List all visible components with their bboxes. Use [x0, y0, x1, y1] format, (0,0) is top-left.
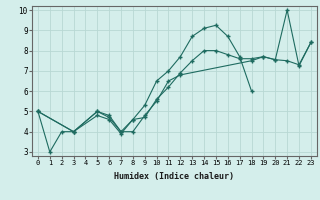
X-axis label: Humidex (Indice chaleur): Humidex (Indice chaleur) — [115, 172, 234, 181]
